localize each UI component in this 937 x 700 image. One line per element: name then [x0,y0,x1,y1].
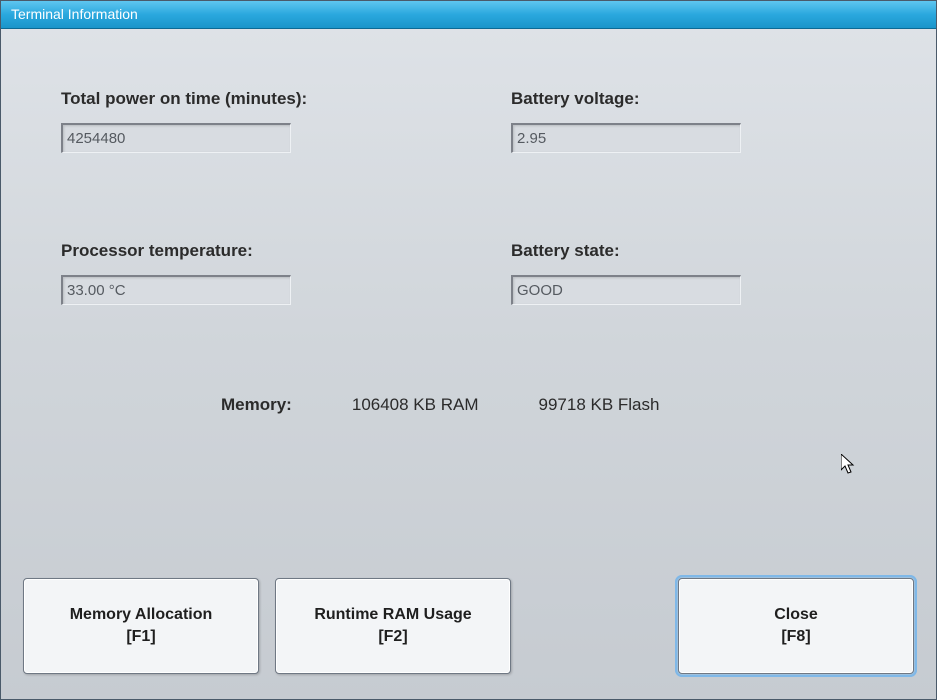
memory-ram-value: 106408 KB RAM [352,395,479,415]
terminal-info-window: Terminal Information Total power on time… [0,0,937,700]
info-grid: Total power on time (minutes): Battery v… [61,89,876,305]
battery-state-label: Battery state: [511,241,876,261]
cell-proc-temp-val: 33.00 °C [61,275,441,305]
spacer [511,167,876,227]
power-on-value: 4254480 [67,130,125,147]
proc-temp-label: Processor temperature: [61,241,441,261]
button-label-line2: [F8] [781,626,810,648]
battery-voltage-label: Battery voltage: [511,89,876,109]
battery-state-field: GOOD [511,275,741,305]
window-title: Terminal Information [11,6,138,22]
proc-temp-field: 33.00 °C [61,275,291,305]
window-titlebar: Terminal Information [1,1,936,29]
cell-proc-temp: Processor temperature: [61,241,441,261]
cursor-icon [841,454,857,476]
cell-batt-volt-val: 2.95 [511,123,876,153]
power-on-field: 4254480 [61,123,291,153]
runtime-ram-usage-button[interactable]: Runtime RAM Usage [F2] [275,578,511,674]
proc-temp-value: 33.00 °C [67,282,126,299]
close-button[interactable]: Close [F8] [678,578,914,674]
spacer [61,167,441,227]
battery-voltage-field: 2.95 [511,123,741,153]
power-on-label: Total power on time (minutes): [61,89,441,109]
cell-power-on: Total power on time (minutes): [61,89,441,109]
button-label-line1: Runtime RAM Usage [314,604,471,626]
spacer [527,578,662,674]
client-area: Total power on time (minutes): Battery v… [1,29,936,699]
button-label-line2: [F1] [126,626,155,648]
cell-batt-state-val: GOOD [511,275,876,305]
button-label-line1: Memory Allocation [70,604,213,626]
cell-batt-volt: Battery voltage: [511,89,876,109]
button-label-line2: [F2] [378,626,407,648]
memory-allocation-button[interactable]: Memory Allocation [F1] [23,578,259,674]
battery-voltage-value: 2.95 [517,130,546,147]
button-bar: Memory Allocation [F1] Runtime RAM Usage… [23,578,914,674]
memory-flash-value: 99718 KB Flash [539,395,660,415]
battery-state-value: GOOD [517,282,563,299]
button-label-line1: Close [774,604,818,626]
memory-label: Memory: [221,395,292,415]
memory-row: Memory: 106408 KB RAM 99718 KB Flash [61,395,876,415]
cell-power-on-val: 4254480 [61,123,441,153]
cell-batt-state: Battery state: [511,241,876,261]
